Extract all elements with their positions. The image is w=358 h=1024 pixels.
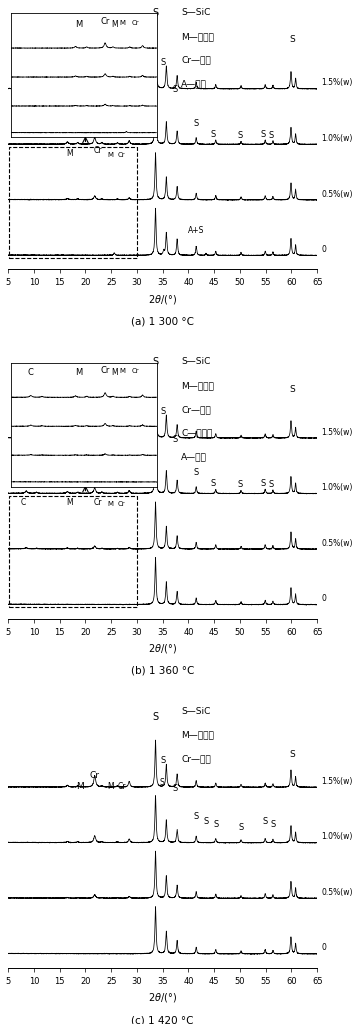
Text: M: M xyxy=(109,381,115,389)
Text: 0.5%(w): 0.5%(w) xyxy=(321,888,353,897)
Text: S—SiC: S—SiC xyxy=(181,357,211,367)
Bar xyxy=(9,147,137,258)
Text: S: S xyxy=(194,119,199,128)
Text: 0: 0 xyxy=(321,943,326,952)
Text: S: S xyxy=(173,434,178,443)
Text: S: S xyxy=(237,480,243,489)
Text: M—莫来石: M—莫来石 xyxy=(181,32,214,41)
Text: Cr: Cr xyxy=(93,146,102,156)
Text: S: S xyxy=(268,131,274,140)
X-axis label: $2\theta$/(°): $2\theta$/(°) xyxy=(148,991,177,1005)
Text: Cr—石英: Cr—石英 xyxy=(181,404,211,414)
Text: S: S xyxy=(204,817,209,826)
Text: S: S xyxy=(173,783,178,793)
Text: M: M xyxy=(108,502,114,508)
Text: M—莫来石: M—莫来石 xyxy=(181,381,214,390)
X-axis label: $2\theta$/(°): $2\theta$/(°) xyxy=(148,642,177,655)
Text: Cr: Cr xyxy=(90,771,100,780)
Text: S: S xyxy=(194,812,199,820)
Text: Cr: Cr xyxy=(90,367,100,376)
Text: S: S xyxy=(153,8,159,18)
Text: A—刚玉: A—刚玉 xyxy=(181,80,207,88)
Text: S: S xyxy=(237,131,243,140)
Text: M—莫来石: M—莫来石 xyxy=(181,730,214,739)
Text: S: S xyxy=(160,756,165,765)
Text: A+S: A+S xyxy=(188,225,204,234)
Text: S: S xyxy=(238,822,244,831)
Text: S: S xyxy=(261,479,266,488)
Text: Cr—石英: Cr—石英 xyxy=(181,55,211,65)
Text: 1.0%(w): 1.0%(w) xyxy=(321,134,353,143)
Text: S: S xyxy=(194,468,199,477)
X-axis label: $2\theta$/(°): $2\theta$/(°) xyxy=(148,293,177,306)
Text: S: S xyxy=(290,36,295,44)
Text: S—SiC: S—SiC xyxy=(181,707,211,716)
Text: Cr: Cr xyxy=(117,502,125,508)
Text: 1.5%(w): 1.5%(w) xyxy=(321,428,353,436)
Text: S: S xyxy=(160,57,165,67)
Text: Cr: Cr xyxy=(117,153,125,159)
Text: M: M xyxy=(100,37,107,46)
Text: S: S xyxy=(153,712,159,722)
Text: 0.5%(w): 0.5%(w) xyxy=(321,539,353,548)
Text: Cr: Cr xyxy=(119,37,127,46)
Text: C—醫青石: C—醫青石 xyxy=(181,429,213,437)
Text: Cr: Cr xyxy=(90,20,100,29)
Text: Cr: Cr xyxy=(93,499,102,508)
Text: S: S xyxy=(268,480,274,489)
Text: S: S xyxy=(290,751,295,760)
Title: (c) 1 420 °C: (c) 1 420 °C xyxy=(131,1015,194,1024)
Text: M: M xyxy=(76,782,84,792)
Text: Cr—石英: Cr—石英 xyxy=(181,754,211,763)
Text: S: S xyxy=(211,130,216,139)
Bar xyxy=(9,497,137,607)
Text: S: S xyxy=(270,820,276,828)
Text: 0.5%(w): 0.5%(w) xyxy=(321,189,353,199)
Text: M: M xyxy=(67,499,73,508)
Text: Cr: Cr xyxy=(121,381,129,389)
Text: A—刚玉: A—刚玉 xyxy=(181,453,207,462)
Text: S: S xyxy=(213,820,218,828)
Text: M: M xyxy=(67,150,73,159)
Text: 0: 0 xyxy=(321,245,326,254)
Text: 1.0%(w): 1.0%(w) xyxy=(321,483,353,493)
Text: M: M xyxy=(66,37,74,46)
Text: M: M xyxy=(108,153,114,159)
Text: 1.5%(w): 1.5%(w) xyxy=(321,777,353,785)
Title: (b) 1 360 °C: (b) 1 360 °C xyxy=(131,666,194,676)
Text: M: M xyxy=(66,381,74,389)
Text: M: M xyxy=(100,381,107,389)
Text: S: S xyxy=(153,357,159,368)
Text: M: M xyxy=(109,37,115,46)
Text: S: S xyxy=(173,85,178,94)
Text: 1.5%(w): 1.5%(w) xyxy=(321,79,353,87)
Text: S: S xyxy=(159,778,164,787)
Text: S: S xyxy=(290,385,295,393)
Text: S—SiC: S—SiC xyxy=(181,8,211,17)
Text: Cr: Cr xyxy=(117,782,126,792)
Text: M: M xyxy=(107,782,114,792)
Text: S: S xyxy=(160,407,165,416)
Text: S: S xyxy=(261,130,266,139)
Text: 1.0%(w): 1.0%(w) xyxy=(321,833,353,842)
Text: C: C xyxy=(21,499,26,508)
Text: C: C xyxy=(23,368,29,377)
Text: S: S xyxy=(211,479,216,488)
Text: S: S xyxy=(263,817,268,826)
Title: (a) 1 300 °C: (a) 1 300 °C xyxy=(131,316,194,327)
Text: 0: 0 xyxy=(321,594,326,603)
